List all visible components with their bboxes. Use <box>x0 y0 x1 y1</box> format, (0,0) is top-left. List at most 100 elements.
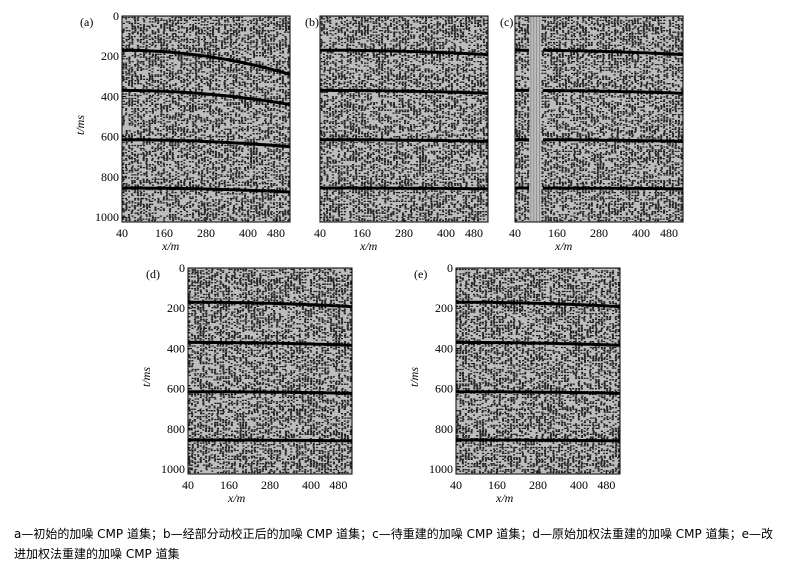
trace <box>349 16 352 222</box>
gather-panel-a: (a) 40 160 280 400 480 x/m 0 200 400 600 800 1000 t/m… <box>73 9 291 253</box>
y-tick-label: 600 <box>101 130 119 144</box>
reflection-event <box>122 88 290 106</box>
trace <box>577 268 581 471</box>
trace <box>549 16 553 222</box>
trace <box>389 16 393 220</box>
trace <box>594 268 598 469</box>
trace <box>622 16 626 222</box>
x-axis-label: x/m <box>161 239 180 253</box>
y-tick-label: 400 <box>167 341 185 355</box>
x-tick-label: 280 <box>395 226 413 240</box>
trace <box>564 16 568 220</box>
trace <box>145 16 149 220</box>
trace <box>538 268 541 474</box>
trace <box>441 16 445 222</box>
trace <box>363 16 367 222</box>
trace <box>343 16 347 220</box>
trace <box>555 268 558 474</box>
gather-panel-e: (e) 40 160 280 400 480 x/m 0 200 400 600 800 1000 t/m… <box>407 261 621 505</box>
trace <box>255 16 259 217</box>
x-tick-label: 160 <box>353 226 371 240</box>
trace <box>366 18 370 222</box>
trace <box>151 18 154 222</box>
trace <box>651 16 655 220</box>
trace <box>272 16 276 222</box>
trace <box>628 16 631 220</box>
y-tick-label: 1000 <box>161 462 185 476</box>
trace <box>571 268 575 472</box>
reflection-event <box>320 186 488 191</box>
trace <box>570 16 573 222</box>
trace <box>292 268 296 474</box>
x-axis-label: x/m <box>495 491 514 505</box>
trace <box>671 16 675 222</box>
trace <box>298 268 302 472</box>
trace <box>301 268 305 472</box>
trace <box>244 268 248 474</box>
trace <box>415 16 419 222</box>
x-tick-label: 280 <box>197 226 215 240</box>
trace <box>430 16 434 222</box>
trace <box>473 16 477 220</box>
trace <box>406 16 410 220</box>
x-tick-label: 480 <box>597 478 615 492</box>
trace <box>153 16 157 222</box>
trace <box>168 16 172 220</box>
trace <box>188 16 192 222</box>
trace <box>322 16 326 222</box>
panel-label: (c) <box>500 15 513 29</box>
trace <box>281 16 285 222</box>
trace <box>207 268 211 468</box>
trace <box>447 16 451 222</box>
trace <box>148 16 152 222</box>
trace <box>372 16 376 222</box>
y-tick-label: 600 <box>435 382 453 396</box>
trace <box>680 18 683 222</box>
reflection-event <box>320 88 488 95</box>
trace <box>275 268 279 471</box>
trace <box>456 268 459 471</box>
x-tick-label: 40 <box>314 226 326 240</box>
trace <box>328 16 332 222</box>
panel-label: (e) <box>414 267 427 281</box>
trace <box>569 268 573 474</box>
trace <box>520 16 524 222</box>
trace <box>375 16 378 222</box>
reflection-event <box>320 138 488 143</box>
trace <box>509 268 513 474</box>
trace <box>515 268 519 469</box>
trace <box>583 268 587 474</box>
trace <box>495 268 499 474</box>
y-tick-label: 400 <box>435 341 453 355</box>
gather-panel-c: (c) 40 160 280 400 480 x/m <box>500 15 684 253</box>
y-tick-label: 1000 <box>429 462 453 476</box>
trace <box>270 268 273 472</box>
x-tick-label: 160 <box>220 478 238 492</box>
x-tick-label: 160 <box>155 226 173 240</box>
reflection-event <box>122 138 290 149</box>
trace <box>588 273 592 474</box>
trace <box>645 16 649 222</box>
trace <box>395 18 399 222</box>
trace <box>572 16 576 222</box>
reflection-event <box>188 438 352 443</box>
trace <box>213 268 217 469</box>
trace <box>608 268 612 474</box>
trace <box>636 18 640 220</box>
trace <box>433 16 436 222</box>
trace <box>383 16 387 222</box>
trace <box>281 268 285 474</box>
trace <box>404 18 407 222</box>
x-tick-label: 400 <box>302 478 320 492</box>
reflection-event <box>122 186 290 194</box>
y-tick-label: 0 <box>179 261 185 275</box>
trace <box>543 268 547 471</box>
x-tick-label: 40 <box>450 478 462 492</box>
trace <box>182 16 186 222</box>
caption-line-1: a—初始的加噪 CMP 道集；b—经部分动校正后的加噪 CMP 道集；c—待重建… <box>14 527 773 541</box>
trace <box>180 16 183 222</box>
y-tick-label: 800 <box>435 422 453 436</box>
trace <box>467 268 471 472</box>
caption-line-2: 进加权法重建的加噪 CMP 道集 <box>14 547 180 561</box>
x-tick-label: 280 <box>529 478 547 492</box>
